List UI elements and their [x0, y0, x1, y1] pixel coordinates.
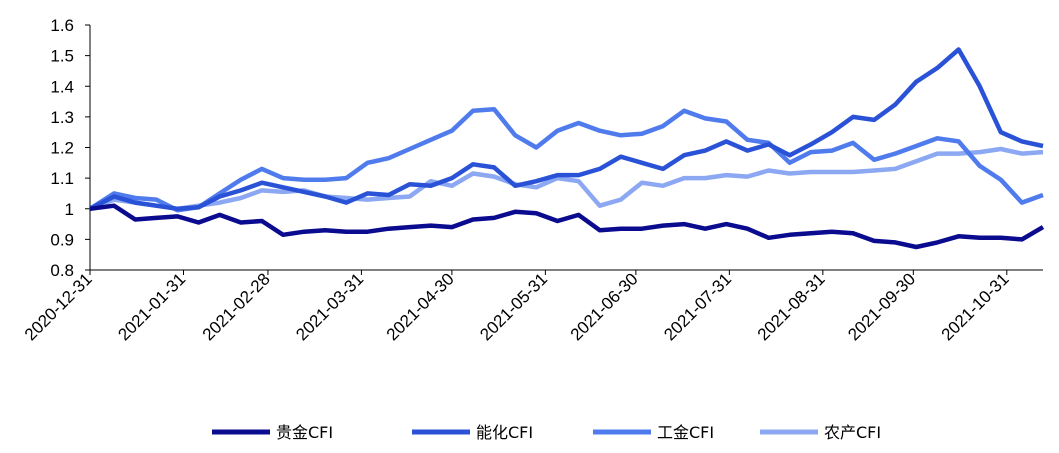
y-tick-label: 1.2 — [50, 139, 74, 158]
y-tick-label: 1.6 — [50, 16, 74, 35]
x-tick-label: 2021-09-30 — [844, 269, 919, 344]
y-tick-label: 1.4 — [50, 77, 74, 96]
x-tick-label: 2021-03-31 — [292, 269, 367, 344]
x-tick-label: 2021-10-31 — [938, 269, 1013, 344]
legend-label: 能化CFI — [476, 423, 533, 442]
y-tick-label: 1.3 — [50, 108, 74, 127]
x-tick-label: 2021-06-30 — [567, 269, 642, 344]
legend-label: 工金CFI — [657, 423, 714, 442]
legend-label: 贵金CFI — [276, 423, 333, 442]
x-tick-label: 2021-08-31 — [754, 269, 829, 344]
series-line-3 — [88, 106, 1044, 213]
series-lines — [88, 47, 1045, 250]
y-tick-label: 0.9 — [50, 230, 74, 249]
series-line-1 — [89, 203, 1045, 250]
y-tick-label: 1.1 — [50, 169, 74, 188]
x-tick-label: 2020-12-31 — [21, 269, 96, 344]
y-axis: 0.8 0.9 1 1.1 1.2 1.3 1.4 1.5 1.6 — [50, 16, 91, 280]
x-tick-label: 2021-07-31 — [660, 269, 735, 344]
y-tick-label: 1.5 — [50, 47, 74, 66]
legend-label: 农产CFI — [824, 423, 881, 442]
y-tick-label: 1 — [65, 200, 74, 219]
y-tick-label: 0.8 — [50, 261, 74, 280]
x-tick-label: 2021-02-28 — [199, 269, 274, 344]
x-tick-label: 2021-05-31 — [476, 269, 551, 344]
x-tick-label: 2021-01-31 — [114, 269, 189, 344]
series-line-2 — [88, 47, 1044, 212]
legend: 贵金CFI 能化CFI 工金CFI 农产CFI — [212, 423, 881, 442]
x-axis: 2020-12-31 2021-01-31 2021-02-28 2021-03-31… — [21, 269, 1043, 344]
x-tick-label: 2021-04-30 — [383, 269, 458, 344]
series-line-4 — [89, 146, 1044, 212]
